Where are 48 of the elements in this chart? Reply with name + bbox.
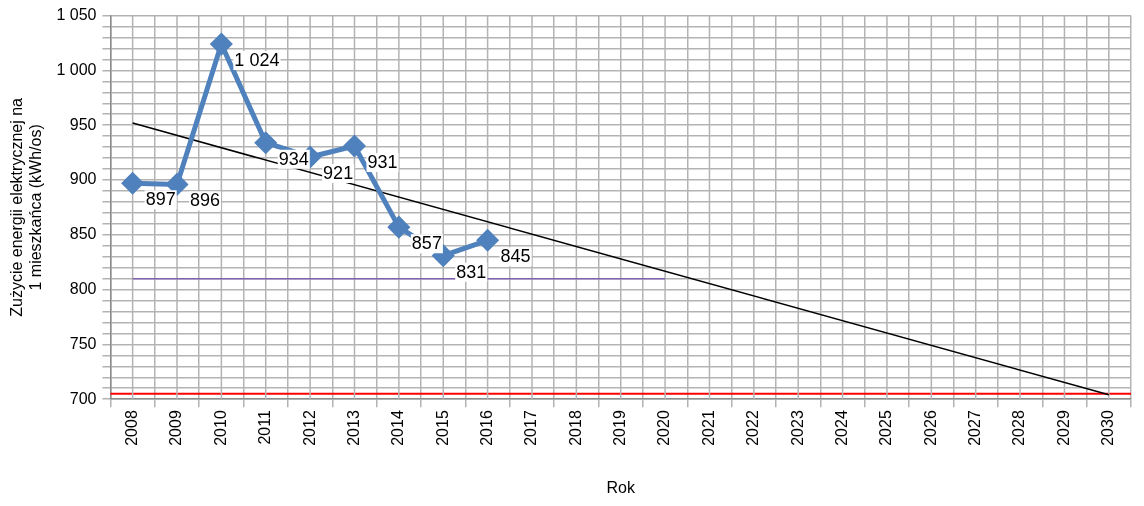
x-tick-label: 2013 — [344, 410, 362, 446]
point — [210, 33, 232, 55]
point — [388, 216, 410, 238]
y-tick-label: 1 050 — [56, 6, 97, 24]
x-tick-label: 2025 — [877, 410, 895, 446]
y-tick-label: 1 000 — [56, 60, 97, 78]
data-label: 831 — [456, 261, 487, 282]
x-tick-label: 2022 — [744, 410, 762, 446]
data-label: 897 — [145, 189, 176, 210]
x-tick-label: 2030 — [1099, 410, 1117, 446]
data-label: 857 — [411, 233, 442, 254]
x-tick-label: 2027 — [966, 410, 984, 446]
data-label: 845 — [500, 246, 531, 267]
x-tick-label: 2029 — [1054, 410, 1072, 446]
y-tick-label: 950 — [69, 115, 97, 133]
point — [343, 135, 365, 157]
x-tick-label: 2024 — [832, 410, 850, 446]
x-tick-label: 2026 — [921, 410, 939, 446]
data-label: 921 — [323, 162, 354, 183]
data-label: 1 024 — [234, 50, 280, 71]
x-tick-label: 2019 — [611, 410, 629, 446]
y-tick-label: 850 — [69, 225, 97, 243]
data-label: 896 — [190, 190, 221, 211]
data-label: 931 — [367, 151, 398, 172]
x-tick-label: 2009 — [167, 410, 185, 446]
x-tick-label: 2012 — [300, 410, 318, 446]
x-tick-label: 2011 — [256, 410, 274, 445]
y-tick-label: 750 — [69, 334, 97, 352]
x-tick-label: 2014 — [389, 410, 407, 446]
y-tick-label: 800 — [69, 280, 97, 298]
x-tick-label: 2017 — [522, 410, 540, 446]
x-tick-label: 2015 — [433, 410, 451, 446]
x-tick-label: 2008 — [123, 410, 141, 446]
point — [477, 229, 499, 251]
point — [255, 132, 277, 154]
x-tick-label: 2021 — [699, 410, 717, 446]
x-tick-label: 2018 — [566, 410, 584, 446]
x-tick-label: 2010 — [211, 410, 229, 446]
x-tick-label: 2020 — [655, 410, 673, 446]
x-axis-title: Rok — [606, 478, 636, 496]
point — [122, 172, 144, 194]
x-tick-label: 2016 — [478, 410, 496, 446]
y-tick-label: 900 — [69, 170, 97, 188]
y-tick-label: 700 — [69, 389, 97, 407]
data-label: 934 — [278, 148, 309, 169]
x-tick-label: 2028 — [1010, 410, 1028, 446]
x-tick-label: 2023 — [788, 410, 806, 446]
y-axis-title: Zużycie energii elektrycznej na 1 mieszkańca (kWh/os) — [8, 97, 45, 317]
